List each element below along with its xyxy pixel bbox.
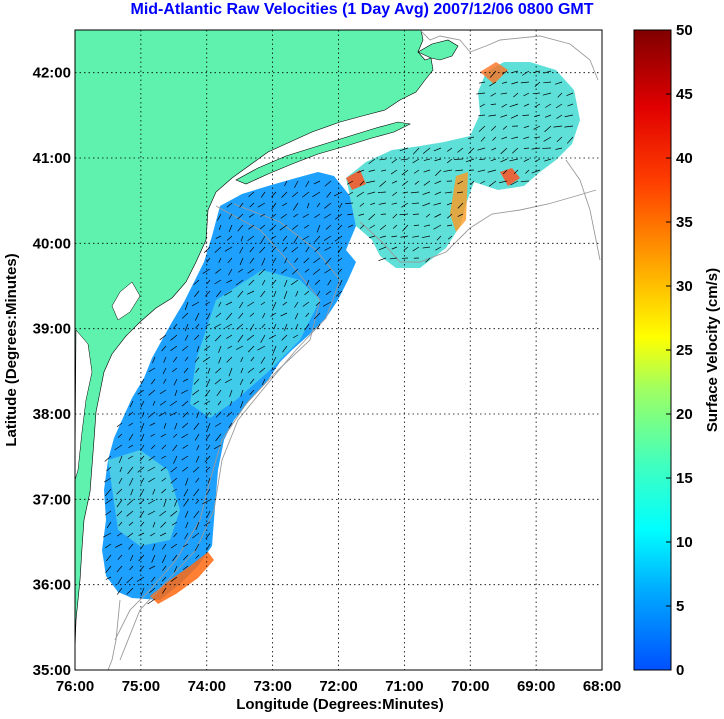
x-tick-label: 70:00 bbox=[451, 678, 489, 695]
colorbar-tick-label: 15 bbox=[676, 470, 693, 487]
x-tick-label: 75:00 bbox=[122, 678, 160, 695]
y-tick-label: 39:00 bbox=[33, 321, 71, 338]
x-tick-label: 68:00 bbox=[583, 678, 621, 695]
colorbar-tick-label: 35 bbox=[676, 214, 693, 231]
x-tick-label: 69:00 bbox=[517, 678, 555, 695]
y-tick-label: 37:00 bbox=[33, 491, 71, 508]
x-axis-ticks: 76:00 75:00 74:00 73:00 72:00 71:00 70:00 69:00… bbox=[56, 678, 621, 695]
y-axis-ticks: 35:00 36:00 37:00 38:00 39:00 40:00 41:00 42:00 bbox=[33, 65, 71, 679]
colorbar-tick-label: 45 bbox=[676, 86, 693, 103]
x-tick-label: 74:00 bbox=[188, 678, 226, 695]
colorbar-tick-label: 5 bbox=[676, 598, 684, 615]
colorbar-tick-label: 40 bbox=[676, 150, 693, 167]
x-tick-label: 76:00 bbox=[56, 678, 94, 695]
colorbar-tick-label: 30 bbox=[676, 278, 693, 295]
map-plot-area bbox=[75, 30, 602, 670]
colorbar bbox=[634, 30, 671, 670]
y-tick-label: 36:00 bbox=[33, 577, 71, 594]
y-tick-label: 38:00 bbox=[33, 406, 71, 423]
map-title: Mid-Atlantic Raw Velocities (1 Day Avg) … bbox=[131, 1, 594, 18]
colorbar-tick-label: 0 bbox=[676, 662, 684, 679]
colorbar-tick-label: 10 bbox=[676, 534, 693, 551]
colorbar-tick-label: 20 bbox=[676, 406, 693, 423]
y-tick-label: 41:00 bbox=[33, 150, 71, 167]
colorbar-tick-label: 50 bbox=[676, 22, 693, 39]
colorbar-tick-label: 25 bbox=[676, 342, 693, 359]
x-axis-label: Longitude (Degrees:Minutes) bbox=[236, 696, 444, 713]
y-axis-label: Latitude (Degrees:Minutes) bbox=[3, 253, 20, 446]
x-tick-label: 71:00 bbox=[385, 678, 423, 695]
y-tick-label: 40:00 bbox=[33, 235, 71, 252]
y-tick-label: 42:00 bbox=[33, 65, 71, 82]
x-tick-label: 72:00 bbox=[319, 678, 357, 695]
x-tick-label: 73:00 bbox=[253, 678, 291, 695]
y-tick-label: 35:00 bbox=[33, 662, 71, 679]
colorbar-label: Surface Velocity (cm/s) bbox=[704, 268, 721, 432]
